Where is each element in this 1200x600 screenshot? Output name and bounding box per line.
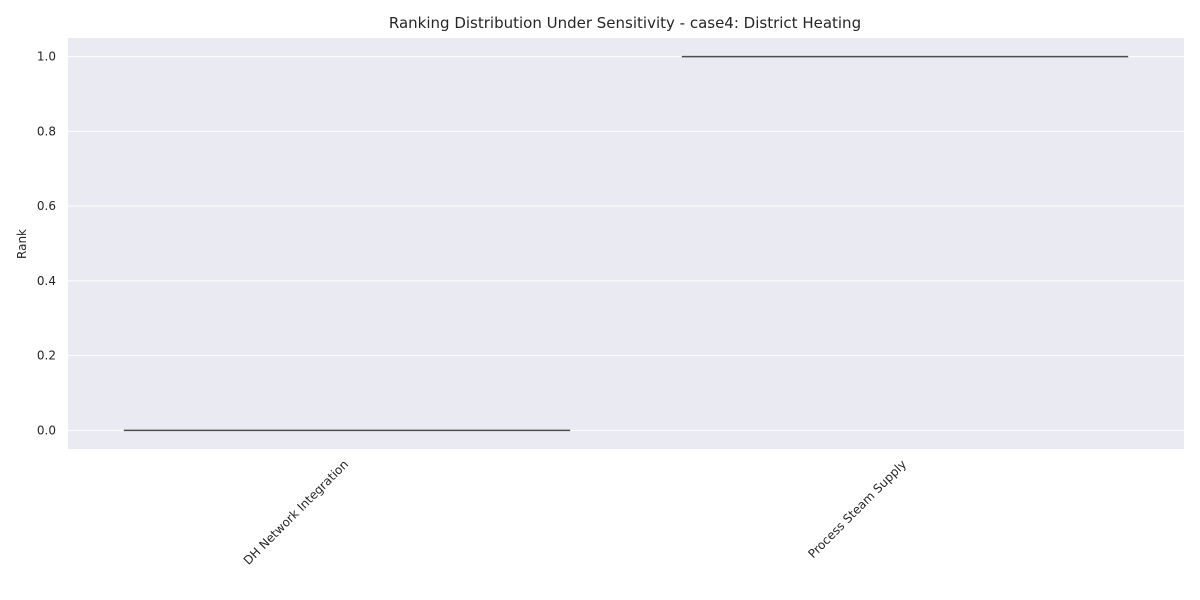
plot-area	[68, 38, 1184, 449]
x-tick-label: DH Network Integration	[241, 457, 351, 567]
y-tick-label: 0.0	[37, 423, 56, 437]
y-axis-ticks: 0.0 0.2 0.4 0.6 0.8 1.0	[37, 50, 56, 438]
x-axis-ticks: DH Network Integration Process Steam Supp…	[241, 457, 909, 567]
chart-title: Ranking Distribution Under Sensitivity -…	[389, 14, 861, 32]
data-marks	[123, 55, 1129, 432]
y-tick-label: 0.2	[37, 349, 56, 363]
y-tick-label: 0.4	[37, 274, 56, 288]
x-tick-label: Process Steam Supply	[805, 457, 909, 561]
grid-lines	[68, 56, 1184, 431]
y-tick-label: 0.6	[37, 199, 56, 213]
y-tick-label: 1.0	[37, 50, 56, 64]
y-axis-label: Rank	[15, 229, 29, 259]
y-tick-label: 0.8	[37, 124, 56, 138]
